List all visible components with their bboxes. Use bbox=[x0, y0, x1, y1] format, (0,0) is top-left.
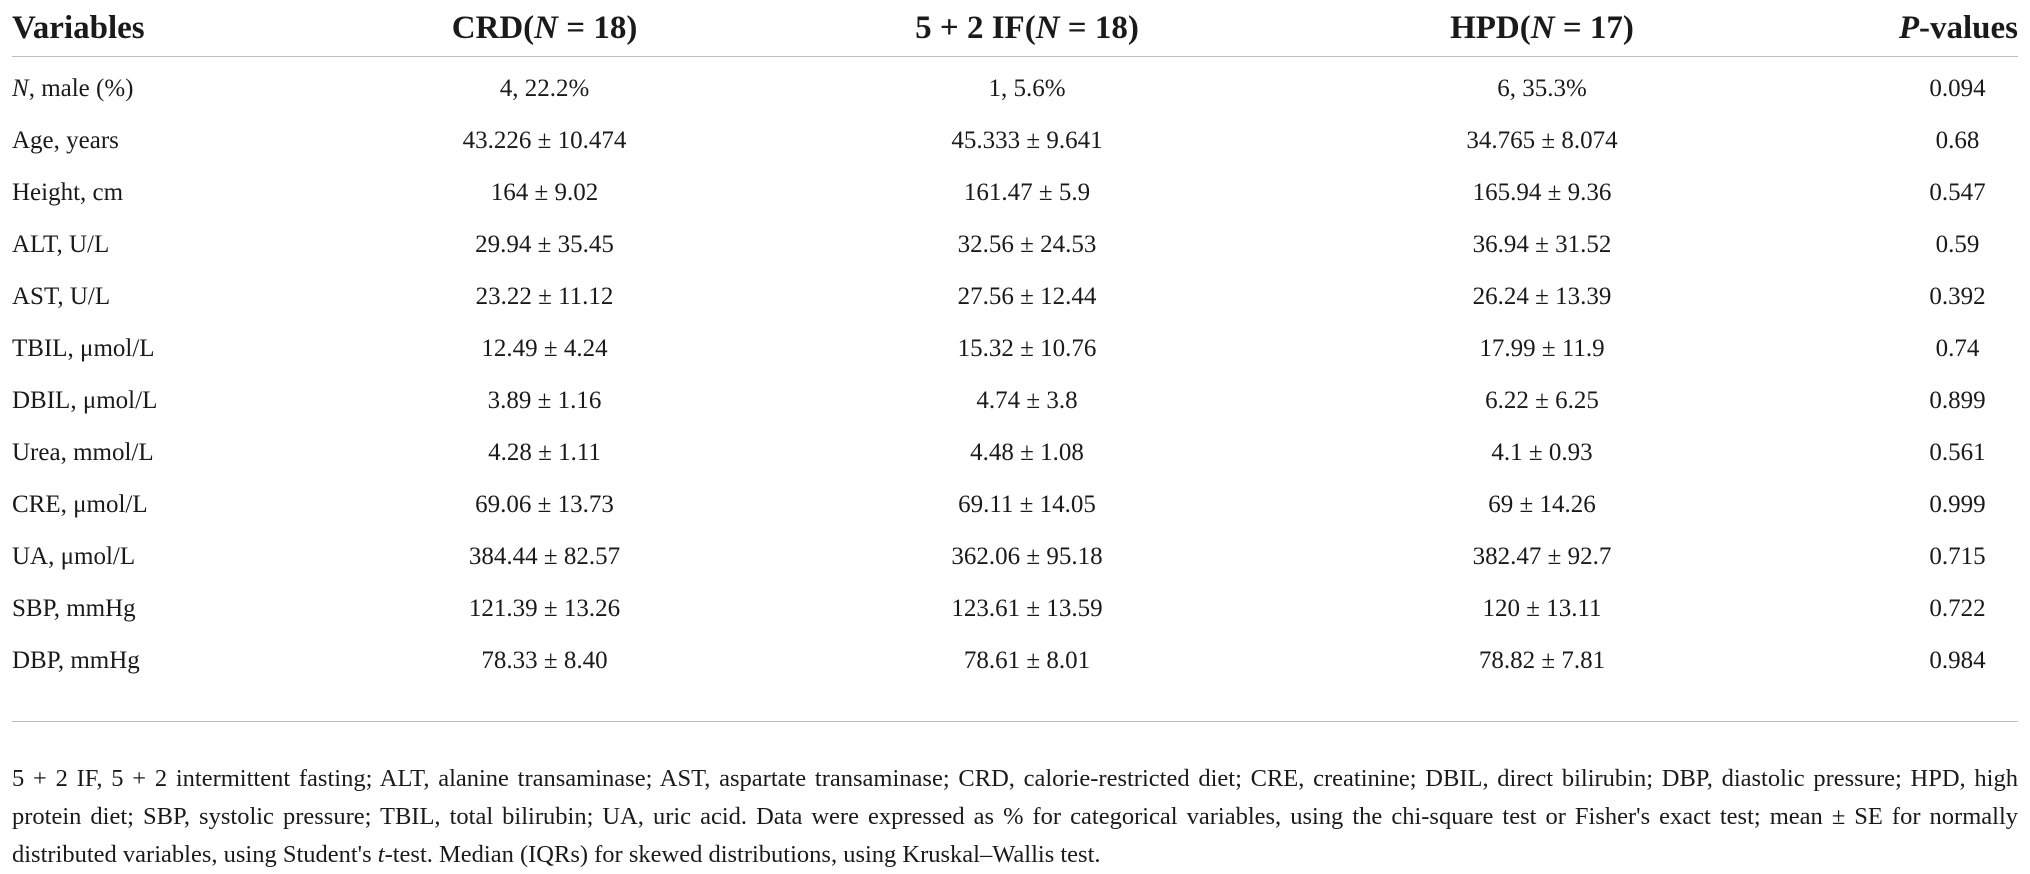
cell-crd: 43.226 ± 10.474 bbox=[462, 127, 627, 154]
cell-crd: 23.22 ± 11.12 bbox=[475, 283, 614, 310]
cell-variable: SBP, mmHg bbox=[12, 595, 136, 622]
cell-crd: 164 ± 9.02 bbox=[490, 179, 599, 206]
cell-p-value: 0.392 bbox=[1929, 283, 1986, 310]
table-row: UA, μmol/L 384.44 ± 82.57 362.06 ± 95.18 38… bbox=[12, 531, 2018, 583]
cell-5-2-if: 4.74 ± 3.8 bbox=[976, 387, 1078, 414]
cell-crd: 121.39 ± 13.26 bbox=[468, 595, 621, 622]
cell-hpd: 6, 35.3% bbox=[1497, 75, 1587, 102]
cell-crd: 12.49 ± 4.24 bbox=[481, 335, 608, 362]
cell-p-value: 0.984 bbox=[1929, 647, 1986, 674]
table-row: AST, U/L 23.22 ± 11.12 27.56 ± 12.44 26.24 … bbox=[12, 271, 2018, 323]
cell-variable: DBIL, μmol/L bbox=[12, 387, 158, 414]
table-row: Height, cm 164 ± 9.02 161.47 ± 5.9 165.94 ±… bbox=[12, 167, 2018, 219]
cell-variable: TBIL, μmol/L bbox=[12, 335, 155, 362]
cell-variable: UA, μmol/L bbox=[12, 543, 136, 570]
cell-hpd: 69 ± 14.26 bbox=[1488, 491, 1596, 518]
cell-variable: Urea, mmol/L bbox=[12, 439, 154, 466]
cell-p-value: 0.899 bbox=[1929, 387, 1986, 414]
cell-variable: AST, U/L bbox=[12, 283, 111, 310]
table-row: Urea, mmol/L 4.28 ± 1.11 4.48 ± 1.08 4.1 ± … bbox=[12, 427, 2018, 479]
cell-p-value: 0.68 bbox=[1935, 127, 1980, 154]
cell-5-2-if: 78.61 ± 8.01 bbox=[963, 647, 1091, 674]
header-crd: CRD(N = 18) bbox=[451, 9, 638, 46]
table-row: Age, years 43.226 ± 10.474 45.333 ± 9.641 3… bbox=[12, 115, 2018, 167]
header-variables: Variables bbox=[12, 9, 145, 46]
cell-variable: Height, cm bbox=[12, 179, 124, 206]
cell-5-2-if: 15.32 ± 10.76 bbox=[957, 335, 1097, 362]
cell-p-value: 0.715 bbox=[1929, 543, 1986, 570]
cell-p-value: 0.722 bbox=[1929, 595, 1986, 622]
cell-hpd: 165.94 ± 9.36 bbox=[1472, 179, 1612, 206]
table-body: N, male (%) 4, 22.2% 1, 5.6% 6, 35.3% 0.094 A… bbox=[12, 57, 2018, 688]
table-row: CRE, μmol/L 69.06 ± 13.73 69.11 ± 14.05 69 … bbox=[12, 479, 2018, 531]
table-bottom-rule bbox=[12, 721, 2018, 722]
cell-5-2-if: 1, 5.6% bbox=[988, 75, 1066, 102]
cell-variable: CRE, μmol/L bbox=[12, 491, 148, 518]
cell-hpd: 34.765 ± 8.074 bbox=[1466, 127, 1618, 154]
cell-crd: 3.89 ± 1.16 bbox=[487, 387, 602, 414]
cell-hpd: 382.47 ± 92.7 bbox=[1472, 543, 1612, 570]
cell-hpd: 78.82 ± 7.81 bbox=[1478, 647, 1606, 674]
cell-hpd: 26.24 ± 13.39 bbox=[1472, 283, 1612, 310]
table-row: TBIL, μmol/L 12.49 ± 4.24 15.32 ± 10.76 17.… bbox=[12, 323, 2018, 375]
cell-5-2-if: 32.56 ± 24.53 bbox=[957, 231, 1097, 258]
cell-5-2-if: 45.333 ± 9.641 bbox=[951, 127, 1103, 154]
table-row: ALT, U/L 29.94 ± 35.45 32.56 ± 24.53 36.94 … bbox=[12, 219, 2018, 271]
table-footnote: 5 + 2 IF, 5 + 2 intermittent fasting; AL… bbox=[12, 764, 2018, 868]
table-row: SBP, mmHg 121.39 ± 13.26 123.61 ± 13.59 120… bbox=[12, 583, 2018, 635]
header-row: Variables CRD(N = 18) 5 + 2 IF(N = 18) H… bbox=[12, 0, 2018, 57]
header-5-2-if: 5 + 2 IF(N = 18) bbox=[915, 9, 1139, 46]
cell-variable: N, male (%) bbox=[12, 75, 134, 102]
cell-variable: Age, years bbox=[12, 127, 119, 154]
cell-p-value: 0.59 bbox=[1935, 231, 1980, 258]
table-row: DBIL, μmol/L 3.89 ± 1.16 4.74 ± 3.8 6.22 ± … bbox=[12, 375, 2018, 427]
cell-crd: 4.28 ± 1.11 bbox=[488, 439, 601, 466]
cell-5-2-if: 123.61 ± 13.59 bbox=[951, 595, 1103, 622]
cell-5-2-if: 69.11 ± 14.05 bbox=[958, 491, 1096, 518]
cell-crd: 69.06 ± 13.73 bbox=[475, 491, 614, 518]
cell-5-2-if: 27.56 ± 12.44 bbox=[957, 283, 1097, 310]
cell-5-2-if: 4.48 ± 1.08 bbox=[970, 439, 1084, 466]
table-row: N, male (%) 4, 22.2% 1, 5.6% 6, 35.3% 0.094 bbox=[12, 57, 2018, 116]
cell-variable: DBP, mmHg bbox=[12, 647, 140, 674]
cell-hpd: 120 ± 13.11 bbox=[1482, 595, 1602, 622]
cell-5-2-if: 362.06 ± 95.18 bbox=[951, 543, 1103, 570]
cell-p-value: 0.094 bbox=[1929, 75, 1986, 102]
header-hpd: HPD(N = 17) bbox=[1450, 9, 1634, 46]
cell-p-value: 0.74 bbox=[1935, 335, 1980, 362]
table-figure: Variables CRD(N = 18) 5 + 2 IF(N = 18) H… bbox=[12, 0, 2018, 868]
cell-hpd: 6.22 ± 6.25 bbox=[1485, 387, 1599, 414]
cell-crd: 78.33 ± 8.40 bbox=[481, 647, 608, 674]
cell-hpd: 4.1 ± 0.93 bbox=[1491, 439, 1593, 466]
header-p-values: P-values bbox=[1898, 9, 2018, 46]
cell-crd: 384.44 ± 82.57 bbox=[468, 543, 621, 570]
cell-variable: ALT, U/L bbox=[12, 231, 110, 258]
table-row: DBP, mmHg 78.33 ± 8.40 78.61 ± 8.01 78.82 ±… bbox=[12, 635, 2018, 687]
cell-hpd: 17.99 ± 11.9 bbox=[1479, 335, 1605, 362]
cell-crd: 29.94 ± 35.45 bbox=[475, 231, 614, 258]
baseline-characteristics-table: Variables CRD(N = 18) 5 + 2 IF(N = 18) H… bbox=[12, 0, 2018, 687]
cell-p-value: 0.999 bbox=[1929, 491, 1986, 518]
table-header: Variables CRD(N = 18) 5 + 2 IF(N = 18) H… bbox=[12, 0, 2018, 57]
cell-5-2-if: 161.47 ± 5.9 bbox=[963, 179, 1091, 206]
cell-crd: 4, 22.2% bbox=[499, 75, 590, 102]
cell-hpd: 36.94 ± 31.52 bbox=[1472, 231, 1612, 258]
cell-p-value: 0.561 bbox=[1929, 439, 1986, 466]
cell-p-value: 0.547 bbox=[1929, 179, 1986, 206]
